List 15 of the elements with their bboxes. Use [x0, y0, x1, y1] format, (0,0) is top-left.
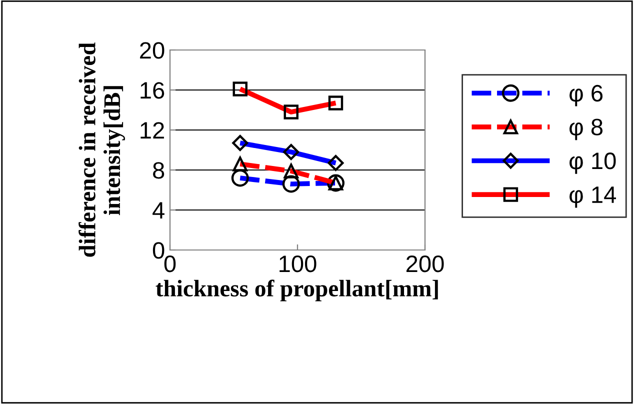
y-tick-label: 0 — [152, 242, 164, 259]
y-tick-label: 16 — [140, 82, 164, 99]
x-tick-label: 200 — [406, 255, 444, 272]
legend-label: φ 8 — [570, 118, 603, 140]
legend-label: φ 6 — [570, 84, 603, 106]
legend-label: φ 10 — [570, 152, 616, 174]
y-tick-label: 8 — [153, 162, 164, 179]
x-tick-label: 0 — [164, 255, 176, 272]
x-tick-label: 100 — [280, 255, 316, 272]
x-axis-title: thickness of propellant[mm] — [156, 280, 438, 302]
y-tick-label: 12 — [140, 122, 164, 139]
legend-label: φ 14 — [570, 186, 616, 208]
y-tick-label: 4 — [152, 202, 164, 219]
y-tick-label: 20 — [140, 42, 164, 59]
y-axis-title: difference in received intensity[dB] — [78, 42, 125, 257]
